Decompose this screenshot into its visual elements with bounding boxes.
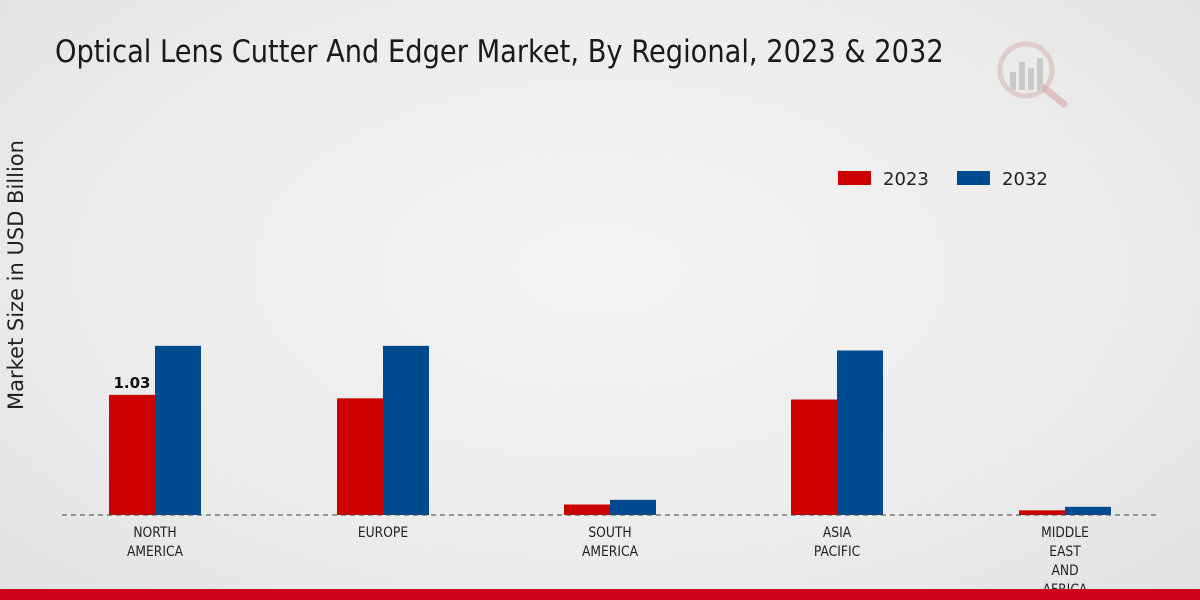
x-tick-label-3: ASIA PACIFIC bbox=[814, 525, 860, 560]
bars-group bbox=[109, 345, 1111, 515]
legend-label-2023: 2023 bbox=[883, 169, 929, 190]
chart-title: Optical Lens Cutter And Edger Market, By… bbox=[55, 34, 944, 70]
bar-2032-4 bbox=[1065, 506, 1111, 515]
bar-2023-4 bbox=[1019, 510, 1065, 515]
x-tick-label-4: MIDDLEEASTANDAFRICA bbox=[1041, 525, 1089, 598]
bar-2023-2 bbox=[564, 504, 610, 515]
data-label-0: 1.03 bbox=[113, 374, 150, 392]
legend-swatch-2032 bbox=[957, 171, 990, 185]
bottom-accent-bar bbox=[0, 589, 1200, 600]
x-tick-label-1: EUROPE bbox=[358, 525, 408, 541]
legend-label-2032: 2032 bbox=[1002, 169, 1048, 190]
bar-2032-3 bbox=[837, 350, 883, 515]
x-tick-label-2: SOUTH AMERICA bbox=[582, 525, 638, 560]
legend-swatch-2023 bbox=[838, 171, 871, 185]
bar-2032-2 bbox=[610, 499, 656, 515]
bar-2032-1 bbox=[383, 345, 429, 515]
bar-2023-3 bbox=[791, 399, 837, 515]
legend: 2023 2032 bbox=[838, 169, 1048, 190]
watermark-logo-icon bbox=[997, 41, 1068, 108]
bar-2032-0 bbox=[155, 345, 201, 515]
data-labels: 1.03 bbox=[113, 374, 150, 392]
x-tick-labels: NORTH AMERICA EUROPE SOUTH AMERICA ASIA PACIFI… bbox=[127, 525, 1089, 598]
bar-2023-0 bbox=[109, 394, 155, 515]
x-tick-label-0: NORTH AMERICA bbox=[127, 525, 183, 560]
bar-2023-1 bbox=[337, 398, 383, 515]
